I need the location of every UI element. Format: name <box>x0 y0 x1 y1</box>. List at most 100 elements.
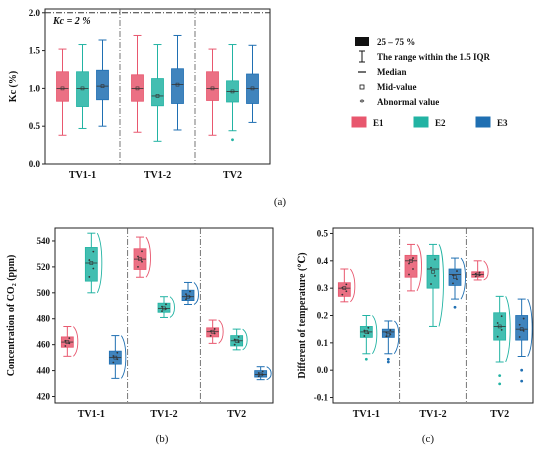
outlier-point <box>498 382 502 386</box>
outlier-point <box>520 368 524 372</box>
panel-label-c: (c) <box>422 433 435 445</box>
data-point <box>189 290 191 293</box>
data-point <box>161 310 163 313</box>
panel-c-chart: -0.1 0.0 0.1 0.2 0.3 0.4 0.5 Different of tempe… <box>297 227 534 420</box>
iqr-box <box>157 302 171 313</box>
mid-value-marker <box>100 84 105 88</box>
data-point <box>209 330 212 333</box>
mid-value-marker <box>409 259 413 263</box>
legend-item-label: Abnormal value <box>377 97 439 107</box>
density-curve <box>72 326 79 357</box>
data-point <box>500 315 503 318</box>
legend-swatch-e3 <box>475 116 491 128</box>
iqr-box <box>404 254 418 278</box>
data-point <box>257 375 260 378</box>
y-tick-label: 0.2 <box>317 311 329 321</box>
x-tick-label: TV2 <box>490 409 509 420</box>
density-curve <box>527 298 533 357</box>
outlier-point <box>364 357 368 361</box>
data-point <box>412 268 414 270</box>
data-point <box>385 335 388 338</box>
y-tick-label: 460 <box>37 340 51 350</box>
data-point <box>141 250 143 253</box>
data-point <box>452 282 454 285</box>
y-axis-label: Kc (%) <box>8 71 19 102</box>
iqr-box-icon <box>355 37 369 46</box>
density-curve <box>266 366 272 381</box>
data-point <box>522 317 525 320</box>
data-point <box>434 274 436 277</box>
mid-value-marker <box>230 89 235 94</box>
y-tick-label: 0.0 <box>29 159 41 169</box>
data-point <box>68 337 71 340</box>
data-point <box>116 351 119 354</box>
legend-item-label: Mid-value <box>377 82 417 92</box>
data-point <box>213 328 216 330</box>
legend: 25 – 75 % The range within the 1.5 IQR Med… <box>351 37 508 128</box>
outlier-point <box>453 305 457 309</box>
data-point <box>68 342 71 345</box>
mid-value-square-icon <box>359 84 365 90</box>
x-tick-label: TV1-1 <box>69 170 96 181</box>
mid-value-marker <box>519 327 524 331</box>
data-point <box>237 341 240 343</box>
y-tick-label: 2.0 <box>29 8 41 18</box>
legend-series-label: E1 <box>373 118 384 128</box>
plot-frame <box>44 8 271 165</box>
data-point <box>185 293 187 296</box>
mid-value-marker <box>210 86 215 91</box>
data-point <box>496 322 499 324</box>
data-point <box>389 329 392 332</box>
mid-value-marker <box>135 86 140 91</box>
data-point <box>257 372 260 374</box>
data-point <box>116 358 119 361</box>
iqr-box <box>151 78 164 107</box>
data-point <box>518 323 521 326</box>
data-point <box>518 336 521 338</box>
data-point <box>209 334 212 337</box>
density-curve <box>371 315 378 355</box>
density-curve <box>145 236 151 278</box>
data-point <box>233 338 236 341</box>
data-point <box>165 307 167 310</box>
data-point <box>474 272 477 275</box>
iqr-box <box>96 69 109 101</box>
density-curve <box>393 320 400 355</box>
data-point <box>478 271 481 274</box>
density-curve <box>483 260 489 281</box>
iqr-box <box>426 254 440 289</box>
outlier-point <box>386 357 390 361</box>
density-curve <box>193 282 199 305</box>
data-point <box>64 339 67 342</box>
y-tick-label: 0.5 <box>29 121 41 131</box>
mid-value-marker <box>234 338 239 343</box>
density-curve <box>218 319 224 344</box>
panel-a-chart: Kc = 2 % 0.0 0.5 1.0 1.5 2.0 Kc (%) TV1-1 TV1-2 T… <box>8 8 271 181</box>
data-point <box>456 278 458 281</box>
mid-value-marker <box>155 94 160 98</box>
y-tick-label: 0.1 <box>317 338 329 348</box>
outlier-point <box>498 374 502 378</box>
data-point <box>185 298 187 301</box>
data-point <box>367 332 370 335</box>
panel-label-a: (a) <box>274 196 287 208</box>
y-tick-label: 0.3 <box>317 283 329 293</box>
data-point <box>408 262 410 265</box>
density-curve <box>505 296 511 363</box>
data-point <box>434 258 436 261</box>
x-tick-label: TV1-2 <box>419 409 446 420</box>
data-point <box>456 270 458 272</box>
data-point <box>112 361 115 364</box>
iqr-box <box>76 71 89 107</box>
data-point <box>345 283 348 286</box>
data-point <box>261 370 264 373</box>
data-point <box>389 333 392 336</box>
data-point <box>261 373 264 376</box>
iqr-box <box>448 268 462 286</box>
data-point <box>165 303 167 306</box>
iqr-box <box>254 370 268 378</box>
data-point <box>341 286 344 289</box>
data-point <box>430 283 432 285</box>
mid-value-marker <box>364 330 369 334</box>
